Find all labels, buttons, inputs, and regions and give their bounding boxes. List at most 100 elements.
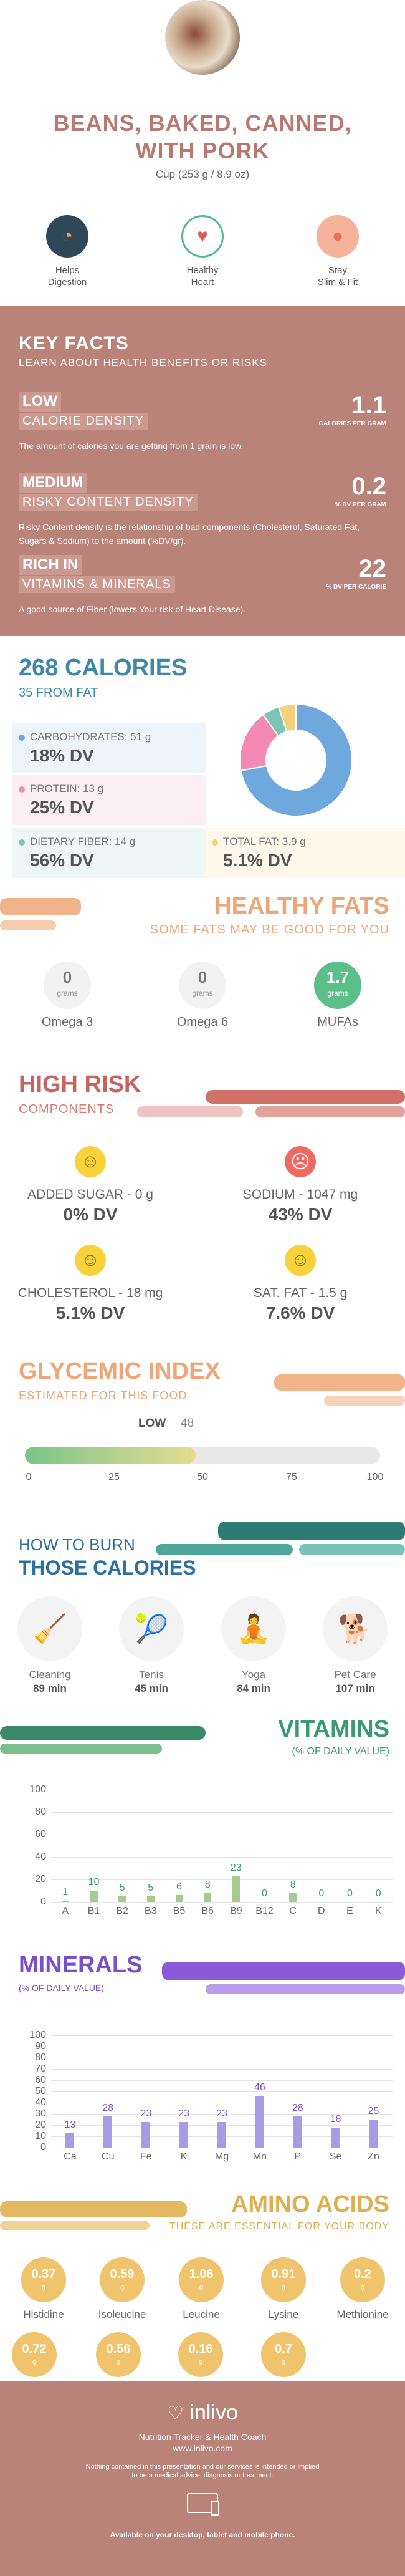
- amino-circle: [261, 2257, 306, 2302]
- footer-disclaimer-1: Nothing contained in this presentation a…: [85, 2463, 320, 2471]
- fat-value: 0: [62, 968, 72, 987]
- heart-logo-icon: ♡: [167, 2403, 184, 2424]
- chart-gridline: [51, 1902, 393, 1903]
- glycemic-level: LOW: [138, 1417, 166, 1430]
- glycemic-fill: [25, 1447, 196, 1464]
- chart-bar: [179, 2121, 189, 2148]
- benefit-label-1: Stay: [328, 265, 347, 276]
- chart-bar: [217, 2121, 226, 2148]
- chart-bar-value: 23: [230, 1862, 242, 1873]
- vitamins-title: VITAMINS: [278, 1716, 389, 1742]
- amino-unit: g: [32, 2358, 37, 2366]
- fat-value: 1.7: [326, 968, 350, 987]
- pie-slice-carbohydrates: [240, 703, 353, 817]
- apple-tape-icon: ●: [317, 215, 359, 258]
- chart-x-tick: B2: [116, 1906, 128, 1916]
- chart-x-tick: Mn: [252, 2151, 267, 2162]
- chart-bar: [61, 1901, 69, 1902]
- key-fact-unit: CALORIES PER GRAM: [318, 420, 386, 427]
- amino-unit: g: [281, 2284, 286, 2291]
- key-fact-level: RICH IN: [19, 555, 82, 575]
- amino-circle: [179, 2257, 224, 2302]
- chart-bar: [175, 1895, 183, 1902]
- protein-box: [12, 775, 206, 825]
- fats-deco-bar-2: [0, 920, 56, 930]
- chart-gridline: [51, 2080, 393, 2081]
- chart-x-tick: B5: [173, 1906, 186, 1916]
- chart-bar: [289, 1893, 297, 1902]
- burn-activity-name: Pet Care: [334, 1669, 376, 1681]
- yoga-pose-icon: 🧘: [221, 1596, 286, 1661]
- burn-activity-time: 89 min: [33, 1682, 67, 1694]
- tennis-player-icon: 🎾: [119, 1596, 184, 1661]
- amino-circle: [100, 2257, 145, 2302]
- burn-activity-time: 107 min: [335, 1682, 375, 1694]
- amino-name: Leucine: [183, 2308, 220, 2320]
- key-facts-title: KEY FACTS: [19, 333, 129, 354]
- amino-title: AMINO ACIDS: [231, 2191, 389, 2217]
- chart-gridline: [51, 2035, 393, 2036]
- amino-value: 0.91: [271, 2267, 296, 2281]
- chart-y-tick: 100: [29, 2030, 46, 2040]
- glycemic-tick: 100: [366, 1472, 384, 1482]
- burn-title-1: HOW TO BURN: [19, 1535, 135, 1554]
- amino-value: 0.37: [31, 2267, 56, 2281]
- chart-x-tick: Mg: [214, 2151, 229, 2162]
- happy-face-icon: ☺: [75, 1146, 106, 1177]
- chart-bar-value: 23: [178, 2108, 189, 2119]
- chart-x-tick: B3: [145, 1906, 157, 1916]
- phone-icon: [211, 2501, 219, 2516]
- chart-x-tick: K: [374, 1906, 382, 1916]
- amino-value: 0.72: [22, 2342, 47, 2356]
- amino-unit: g: [199, 2284, 204, 2291]
- chart-bar-value: 0: [262, 1888, 267, 1899]
- brand-logo: ♡ inlivo: [167, 2401, 238, 2424]
- risk-label: CHOLESTEROL - 18 mg: [17, 1286, 163, 1300]
- amino-value: 0.59: [110, 2267, 135, 2281]
- amino-circle: [12, 2332, 57, 2377]
- amino-name: Lysine: [268, 2308, 299, 2320]
- chart-bar: [118, 1896, 126, 1902]
- vitamins-subtitle: (% OF DAILY VALUE): [292, 1746, 389, 1757]
- key-fact-category: RISKY CONTENT DENSITY: [19, 494, 198, 511]
- chart-x-tick: Se: [329, 2151, 342, 2162]
- chart-y-tick: 40: [35, 1851, 46, 1862]
- chart-y-tick: 100: [29, 1784, 46, 1795]
- carbs-dv: 18% DV: [30, 746, 94, 765]
- chart-gridline: [51, 2091, 393, 2092]
- chart-x-tick: Ca: [64, 2151, 77, 2162]
- chart-bar-value: 23: [140, 2108, 152, 2119]
- benefit-label-1: Healthy: [186, 265, 219, 276]
- protein-dot: [19, 786, 25, 793]
- chart-x-tick: B12: [255, 1906, 274, 1916]
- footer-url[interactable]: www.inlivo.com: [173, 2443, 232, 2453]
- glycemic-deco-bar-2: [324, 1396, 405, 1406]
- fat-name: MUFAs: [317, 1015, 358, 1029]
- calories-subtitle: 35 FROM FAT: [19, 686, 98, 700]
- amino-unit: g: [281, 2358, 286, 2366]
- chart-gridline: [51, 1812, 393, 1813]
- key-fact-description: The amount of calories you are getting f…: [19, 441, 244, 451]
- risk-dv: 7.6% DV: [265, 1303, 335, 1323]
- chart-y-tick: 80: [35, 2052, 46, 2063]
- chart-x-tick: K: [180, 2151, 188, 2162]
- burn-activity-time: 45 min: [135, 1682, 168, 1694]
- fat-unit: grams: [327, 989, 348, 998]
- amino-subtitle: THESE ARE ESSENTIAL FOR YOUR BODY: [169, 2221, 389, 2232]
- chart-gridline: [51, 2114, 393, 2115]
- fat-dot: [212, 839, 218, 846]
- key-facts-subtitle: LEARN ABOUT HEALTH BENEFITS OR RISKS: [19, 357, 268, 369]
- burn-deco-bar-2: [156, 1544, 293, 1555]
- chart-bar: [103, 2116, 113, 2148]
- chart-bar-value: 5: [148, 1883, 154, 1893]
- key-facts-section: KEY FACTS LEARN ABOUT HEALTH BENEFITS OR…: [0, 306, 405, 636]
- chart-y-tick: 70: [35, 2063, 46, 2074]
- minerals-subtitle: (% OF DAILY VALUE): [19, 1983, 104, 1993]
- fat-circle: [314, 962, 361, 1009]
- key-fact-description: Risky Content density is the relationshi…: [19, 522, 360, 546]
- chart-gridline: [51, 1879, 393, 1880]
- key-fact-description: A good source of Fiber (lowers Your risk…: [19, 604, 246, 614]
- happy-face-icon: ☺: [285, 1245, 316, 1276]
- amino-unit: g: [41, 2284, 46, 2291]
- footer: ♡ inlivo Nutrition Tracker & Health Coac…: [0, 2381, 405, 2576]
